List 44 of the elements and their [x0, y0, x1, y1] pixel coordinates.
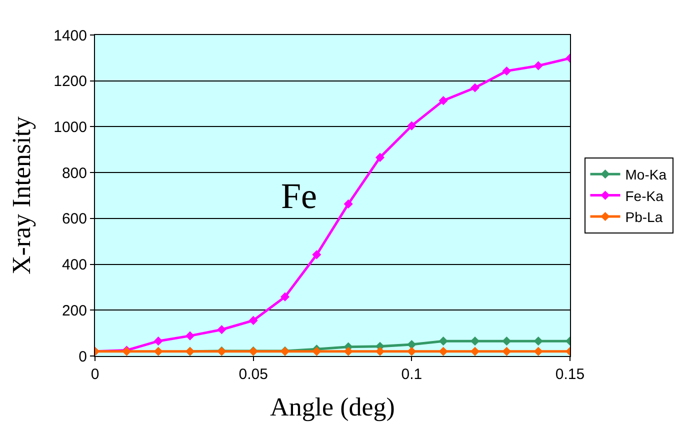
y-tick-label: 400	[62, 256, 87, 274]
point	[217, 325, 226, 334]
y-tick-label: 200	[62, 302, 87, 320]
point	[407, 346, 416, 356]
y-tick-label: 1400	[54, 27, 87, 44]
point	[344, 346, 353, 356]
point	[534, 336, 543, 346]
point	[407, 121, 416, 130]
point	[470, 346, 480, 356]
point	[502, 346, 512, 356]
legend-label: Pb-La	[625, 208, 663, 225]
x-tick-label: 0.1	[401, 366, 422, 383]
y-axis-title: X-ray Intensity	[7, 116, 36, 275]
x-axis-title: Angle (deg)	[270, 392, 395, 422]
point	[470, 336, 480, 346]
x-tick-label: 0.15	[555, 366, 585, 383]
y-tick-label: 800	[62, 164, 87, 182]
y-tick-label: 1200	[54, 73, 87, 90]
y-tick-label: 600	[62, 210, 87, 228]
point	[470, 83, 480, 92]
point	[375, 152, 385, 162]
point	[502, 66, 512, 76]
y-tick-label: 0	[78, 348, 87, 366]
annotation: Fe	[281, 176, 317, 216]
point	[154, 336, 163, 346]
x-tick-label: 0	[90, 366, 100, 383]
point	[185, 331, 195, 340]
legend-label: Fe-Ka	[625, 188, 664, 204]
point	[534, 61, 543, 70]
point	[438, 96, 448, 106]
x-tick-label: 0.05	[238, 366, 268, 383]
point	[312, 250, 322, 260]
point	[438, 346, 448, 356]
point	[248, 316, 258, 326]
point	[154, 346, 163, 356]
point	[344, 199, 353, 209]
point	[502, 336, 512, 346]
legend-label: Mo-Ka	[625, 166, 667, 183]
point	[280, 292, 290, 302]
point	[534, 346, 543, 356]
y-tick-label: 1000	[54, 118, 87, 136]
point	[407, 340, 416, 350]
point	[438, 336, 448, 346]
point	[375, 346, 385, 356]
